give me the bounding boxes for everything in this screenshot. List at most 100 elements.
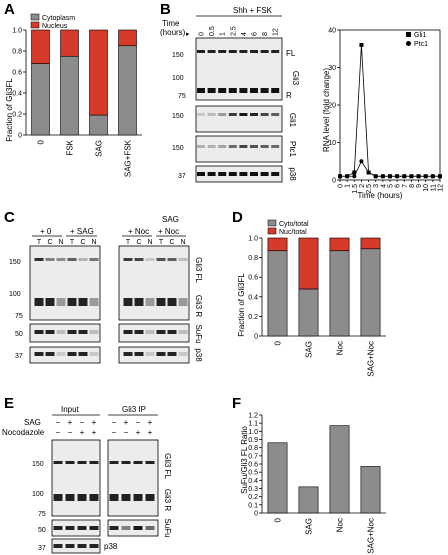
x-tick-label: SAG xyxy=(305,341,314,358)
row-label-nocodazole: Nocodazole xyxy=(2,428,45,437)
x-tick-label: 0 xyxy=(274,340,283,345)
group-label-sag-noc-2: + Noc xyxy=(158,227,179,236)
x-tick-label: 2 xyxy=(359,184,366,188)
band-gli3r xyxy=(45,298,55,306)
band-sufu xyxy=(178,330,188,334)
panel-a-label: A xyxy=(4,1,15,18)
band-gli3fl xyxy=(133,461,143,464)
lane-label: C xyxy=(136,239,141,246)
x-tick-label: SAG+FSK xyxy=(124,139,133,177)
band-gli3fl xyxy=(89,461,99,464)
legend-label-cyto: Cyto/total xyxy=(279,221,309,228)
band-ptc1 xyxy=(228,145,237,148)
band-gli3fl xyxy=(250,50,258,53)
band-sufu xyxy=(89,526,99,530)
band-p38 xyxy=(78,352,88,356)
gli3-bands-c xyxy=(34,258,188,306)
blot-gli1 xyxy=(195,105,283,133)
mw-e-50: 50 xyxy=(38,527,46,534)
p38-bands-c xyxy=(34,352,188,356)
panel-b: B Shh + FSK Time (hours) ▸ 0 0.5 1 2.5 4 6 8 12… xyxy=(160,1,445,200)
band-gli3r xyxy=(77,494,87,501)
blot-c-sufu-right xyxy=(118,323,190,343)
band-p38 xyxy=(65,544,75,548)
lane-label: C xyxy=(47,239,52,246)
mw-c-75: 75 xyxy=(15,313,23,320)
noc-sign: + xyxy=(92,428,97,437)
y-tick-label: 0.8 xyxy=(248,255,258,262)
y-tick-label: 1.0 xyxy=(248,429,258,436)
band-p38 xyxy=(167,352,177,356)
mw-150-ptc1: 150 xyxy=(172,145,184,152)
y-tick-label: 0.3 xyxy=(248,486,258,493)
y-tick-label: 20 xyxy=(328,103,336,110)
mw-e-150: 150 xyxy=(32,461,44,468)
y-tick-label: 0.9 xyxy=(248,437,258,444)
band-gli3fl xyxy=(207,50,216,53)
band-sufu xyxy=(77,526,87,530)
band-gli1 xyxy=(197,113,205,116)
y-tick-label: 0.6 xyxy=(248,462,258,469)
band-gli3fl xyxy=(239,50,248,53)
blot-c-sufu-left xyxy=(29,323,101,343)
noc-sign: − xyxy=(124,428,129,437)
band-gli1 xyxy=(228,113,237,116)
blot-label-e-p38: p38 xyxy=(104,542,118,551)
legend-label-nucleus: Nucleus xyxy=(42,23,68,30)
point-ptc1 xyxy=(423,174,428,179)
panel-c-label: C xyxy=(4,209,15,226)
band-gli3fl xyxy=(178,258,188,261)
band-p38 xyxy=(89,352,99,356)
blot-label-c-gli3fl: Gli3 FL xyxy=(194,257,203,283)
y-tick-label: 0.4 xyxy=(248,478,258,485)
band-gli3r xyxy=(228,88,237,93)
legend-swatch-cytoplasm xyxy=(30,13,40,21)
noc-sign: − xyxy=(56,428,61,437)
time-header-unit: (hours) xyxy=(160,28,186,37)
bar-nuc-total xyxy=(329,237,350,252)
y-tick-label: 0.1 xyxy=(248,502,258,509)
gli3-bands-e xyxy=(53,461,155,501)
band-gli1 xyxy=(271,113,280,116)
band-ptc1 xyxy=(218,145,227,148)
sufu-bands-c xyxy=(34,330,188,334)
group-label-sag-noc-1: SAG xyxy=(162,215,179,224)
band-p38 xyxy=(56,352,66,356)
blot-c-p38-left xyxy=(29,346,101,364)
band-p38 xyxy=(228,172,237,176)
blot-label-fl: FL xyxy=(286,49,296,58)
lane-label: N xyxy=(180,239,185,246)
band-ptc1 xyxy=(207,145,216,148)
panel-e-label: E xyxy=(4,395,14,412)
band-ptc1 xyxy=(260,145,269,148)
bar-value xyxy=(298,486,319,514)
band-sufu xyxy=(34,330,44,334)
point-ptc1 xyxy=(438,174,442,179)
band-gli3r xyxy=(78,298,88,306)
band-gli3r xyxy=(167,298,177,306)
band-gli3r xyxy=(123,298,133,306)
mw-c-37: 37 xyxy=(15,353,23,360)
y-tick-label: 0.2 xyxy=(248,494,258,501)
bar-cytoplasm xyxy=(60,55,79,136)
blot-c-left xyxy=(29,245,101,321)
bar-nuc-total xyxy=(267,237,288,252)
mw-c-100: 100 xyxy=(9,291,21,298)
band-gli3fl xyxy=(156,258,166,261)
band-gli3fl xyxy=(134,258,144,261)
group-label-sag: + SAG xyxy=(70,227,94,236)
panel-a-ylabel: Fraction of Gli3FL xyxy=(5,78,14,142)
p38-bands xyxy=(197,172,280,176)
timepoint-label: 12 xyxy=(273,28,280,36)
time-arrow: ▸ xyxy=(186,31,190,38)
legend-swatch-cyto xyxy=(267,219,277,227)
x-tick-label: SAG xyxy=(305,518,314,535)
band-p38 xyxy=(250,172,258,176)
band-gli3r xyxy=(156,298,166,306)
group-label-ip: Gli3 IP xyxy=(122,405,146,414)
panel-b-xlabel: Time (hours) xyxy=(357,191,402,200)
band-ptc1 xyxy=(271,145,280,148)
band-gli3fl xyxy=(67,258,77,261)
band-ptc1 xyxy=(239,145,248,148)
band-sufu xyxy=(67,330,77,334)
